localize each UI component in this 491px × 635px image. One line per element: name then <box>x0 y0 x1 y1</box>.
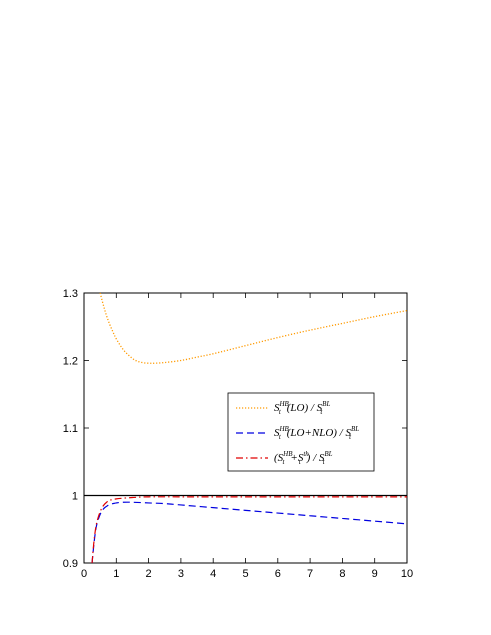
legend-label-3: (SHB t +Sth t ) / SBL t <box>274 450 333 466</box>
y-tick-label: 1 <box>72 491 78 503</box>
y-tick-label: 1.3 <box>63 288 78 300</box>
y-tick-label: 1.1 <box>63 423 78 435</box>
x-tick-label: 2 <box>146 568 152 580</box>
legend-label-2: SHB t (LO+NLO) / SBL t <box>274 425 359 441</box>
legend-label-1: SHB t (LO) / SBL t <box>274 400 330 416</box>
x-tick-label: 5 <box>242 568 248 580</box>
series-line-3 <box>91 496 407 564</box>
x-tick-label: 6 <box>275 568 281 580</box>
x-tick-label: 4 <box>210 568 216 580</box>
x-tick-label: 9 <box>372 568 378 580</box>
x-tick-label: 8 <box>339 568 345 580</box>
x-tick-label: 3 <box>178 568 184 580</box>
tick-layer: 0 1 2 3 4 5 6 7 8 9 10 0.9 1 1.1 1.2 1.3 <box>63 288 413 580</box>
y-tick-label: 0.9 <box>63 558 78 570</box>
x-tick-label: 10 <box>401 568 413 580</box>
series-line-2 <box>91 501 408 564</box>
legend: SHB t (LO) / SBL t SHB t (LO+NLO) / SBL t (S… <box>227 392 375 472</box>
x-tick-label: 0 <box>81 568 87 580</box>
series-line-1 <box>99 292 408 364</box>
series-layer <box>91 292 408 564</box>
x-tick-label: 7 <box>307 568 313 580</box>
x-tick-label: 1 <box>113 568 119 580</box>
y-tick-label: 1.2 <box>63 356 78 368</box>
